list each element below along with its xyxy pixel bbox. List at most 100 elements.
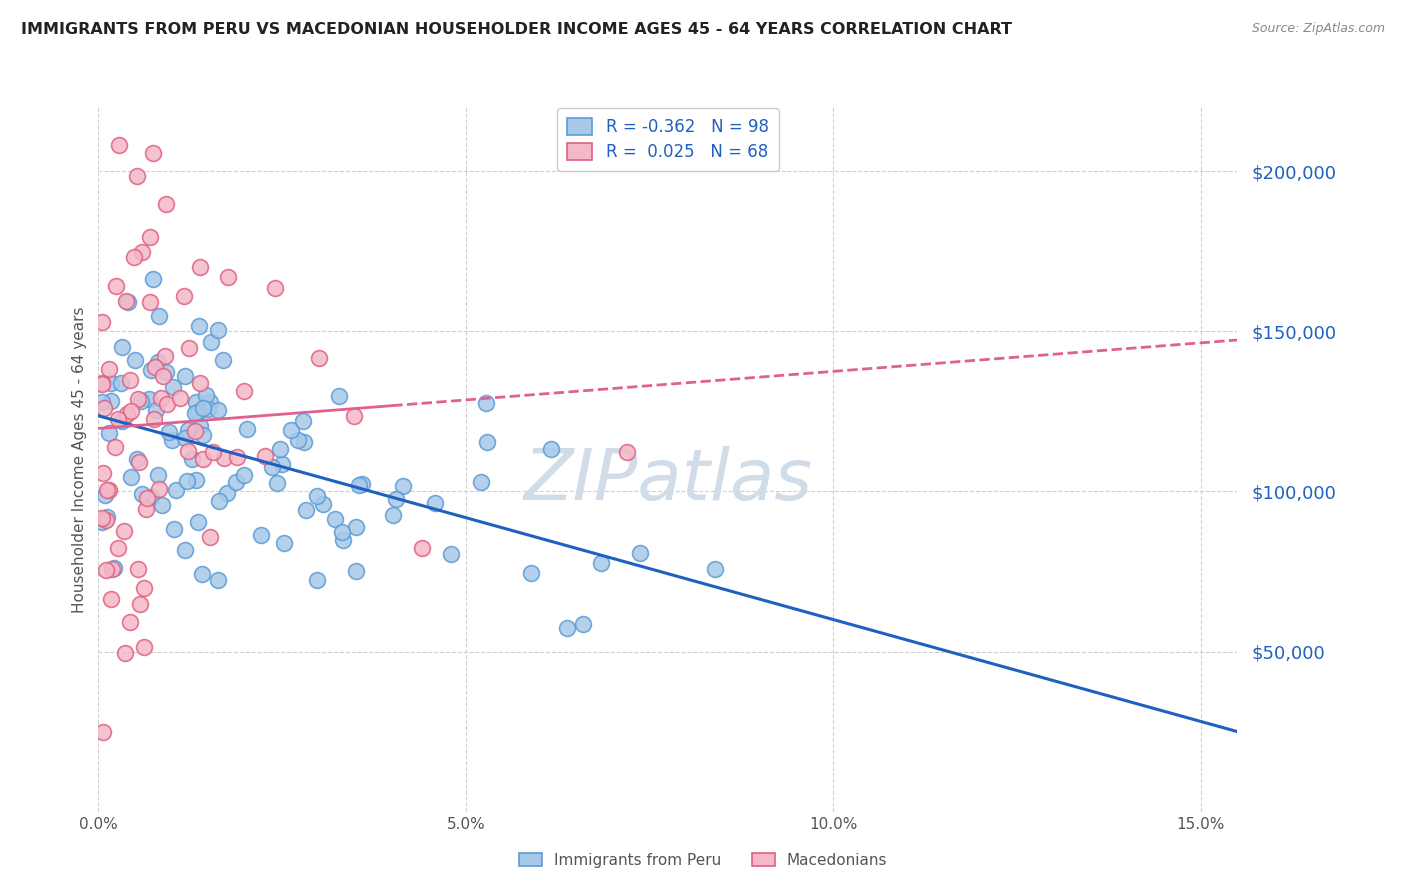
- Point: [295, 502, 318, 516]
- Point: [179, 341, 201, 355]
- Point: [136, 491, 159, 505]
- Point: [475, 396, 498, 410]
- Point: [520, 566, 543, 581]
- Point: [287, 434, 309, 448]
- Point: [100, 591, 122, 606]
- Point: [124, 353, 146, 368]
- Point: [127, 562, 149, 576]
- Point: [139, 490, 162, 504]
- Point: [139, 295, 162, 310]
- Point: [120, 615, 142, 629]
- Point: [207, 573, 229, 587]
- Point: [381, 508, 404, 523]
- Point: [112, 524, 135, 538]
- Point: [128, 597, 150, 611]
- Point: [217, 269, 239, 284]
- Point: [100, 393, 122, 408]
- Point: [138, 392, 160, 406]
- Point: [184, 424, 207, 438]
- Point: [330, 525, 353, 540]
- Point: [328, 389, 350, 403]
- Point: [392, 479, 415, 493]
- Point: [190, 567, 212, 582]
- Point: [127, 392, 149, 406]
- Point: [207, 402, 229, 417]
- Point: [91, 315, 114, 329]
- Point: [215, 485, 238, 500]
- Point: [94, 564, 117, 578]
- Point: [114, 646, 136, 660]
- Point: [93, 401, 115, 416]
- Point: [200, 334, 222, 349]
- Point: [174, 431, 197, 445]
- Point: [180, 452, 202, 467]
- Point: [103, 440, 125, 454]
- Point: [312, 497, 335, 511]
- Point: [132, 581, 155, 595]
- Point: [350, 477, 373, 491]
- Point: [96, 483, 118, 497]
- Point: [111, 340, 134, 354]
- Point: [187, 405, 209, 419]
- Point: [155, 365, 177, 379]
- Point: [200, 394, 222, 409]
- Point: [187, 516, 209, 530]
- Point: [540, 442, 562, 456]
- Point: [260, 459, 283, 474]
- Point: [440, 547, 463, 561]
- Point: [323, 512, 346, 526]
- Point: [146, 355, 169, 369]
- Point: [264, 281, 287, 295]
- Point: [271, 457, 294, 471]
- Point: [115, 293, 138, 308]
- Point: [176, 475, 198, 489]
- Point: [253, 449, 276, 463]
- Text: IMMIGRANTS FROM PERU VS MACEDONIAN HOUSEHOLDER INCOME AGES 45 - 64 YEARS CORRELA: IMMIGRANTS FROM PERU VS MACEDONIAN HOUSE…: [21, 22, 1012, 37]
- Point: [100, 376, 122, 390]
- Point: [135, 501, 157, 516]
- Point: [177, 443, 200, 458]
- Point: [572, 617, 595, 632]
- Point: [173, 369, 195, 384]
- Point: [142, 272, 165, 286]
- Point: [152, 369, 174, 384]
- Point: [120, 470, 142, 484]
- Point: [343, 409, 366, 424]
- Point: [131, 245, 153, 260]
- Point: [470, 475, 492, 490]
- Point: [94, 488, 117, 502]
- Point: [91, 515, 114, 529]
- Point: [107, 541, 129, 555]
- Point: [148, 482, 170, 496]
- Point: [308, 351, 330, 365]
- Point: [153, 349, 176, 363]
- Point: [225, 475, 247, 489]
- Point: [134, 640, 156, 654]
- Point: [174, 542, 197, 557]
- Point: [94, 513, 117, 527]
- Point: [214, 451, 236, 466]
- Point: [411, 541, 433, 556]
- Point: [184, 394, 207, 409]
- Point: [129, 394, 152, 409]
- Point: [96, 509, 118, 524]
- Point: [128, 455, 150, 469]
- Point: [188, 376, 211, 390]
- Point: [139, 230, 162, 244]
- Point: [273, 536, 295, 550]
- Point: [280, 423, 302, 437]
- Point: [91, 394, 114, 409]
- Point: [190, 419, 212, 434]
- Point: [91, 724, 114, 739]
- Point: [385, 492, 408, 507]
- Point: [616, 444, 638, 458]
- Point: [107, 411, 129, 425]
- Point: [292, 435, 315, 450]
- Point: [344, 564, 367, 578]
- Point: [183, 406, 205, 420]
- Point: [628, 546, 651, 560]
- Point: [131, 487, 153, 501]
- Point: [236, 422, 259, 436]
- Point: [91, 377, 114, 392]
- Point: [225, 450, 247, 465]
